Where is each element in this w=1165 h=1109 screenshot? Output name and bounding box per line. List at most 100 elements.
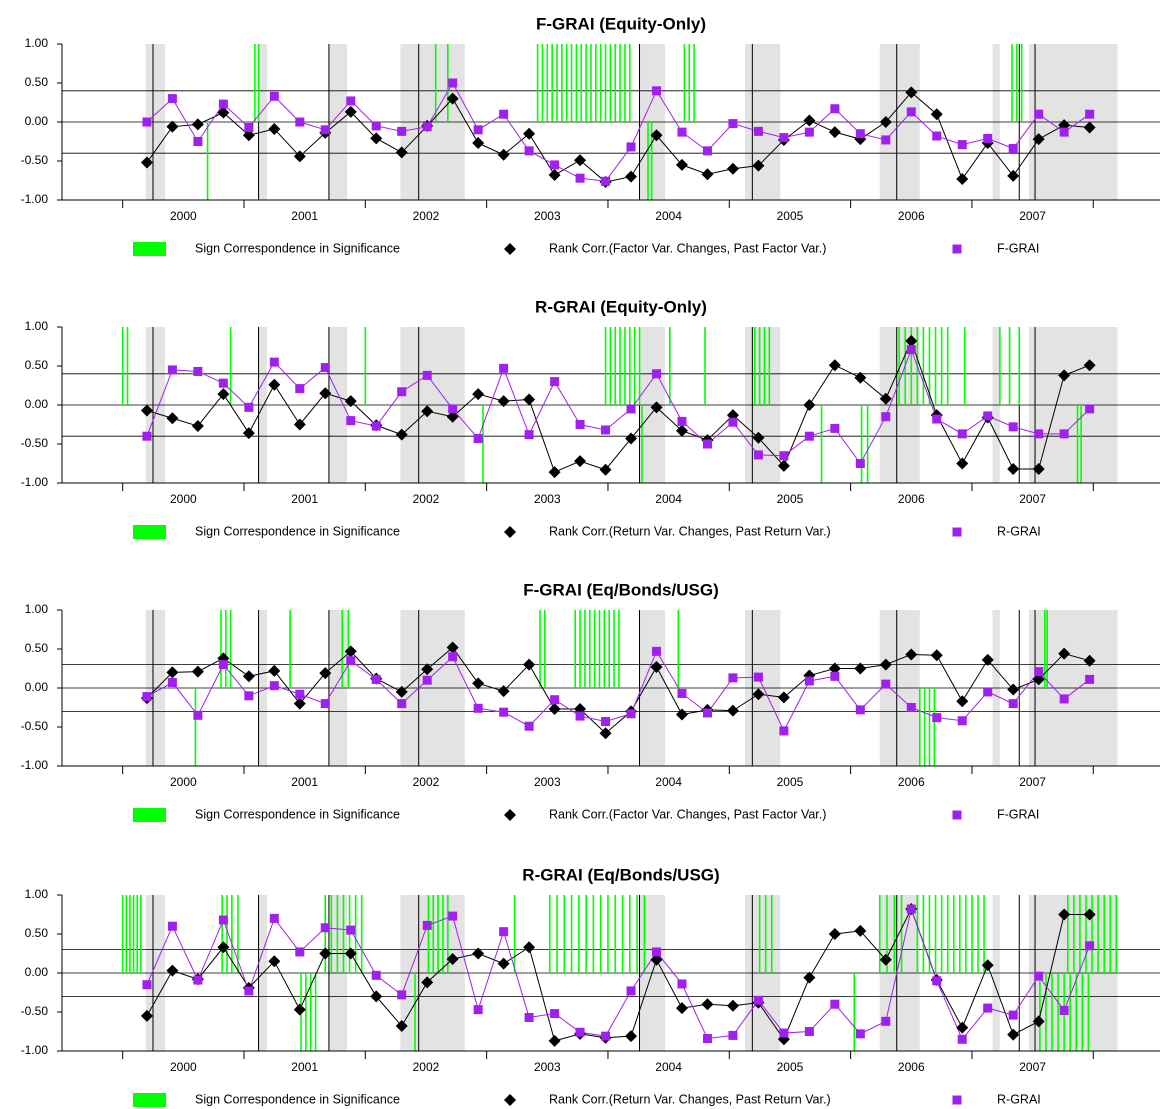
- diamond-marker: [166, 666, 179, 679]
- square-marker: [295, 689, 305, 699]
- square-marker: [397, 387, 407, 397]
- square-marker: [218, 660, 228, 670]
- square-marker: [193, 137, 203, 146]
- legend-label: Rank Corr.(Factor Var. Changes, Past Fac…: [549, 807, 826, 821]
- square-marker: [957, 140, 967, 150]
- square-marker: [448, 652, 458, 662]
- square-marker: [422, 920, 432, 930]
- diamond-marker: [1083, 121, 1096, 134]
- diamond-marker: [1083, 359, 1096, 372]
- square-marker: [218, 915, 228, 925]
- square-marker: [524, 1012, 534, 1022]
- diamond-marker: [752, 431, 765, 444]
- square-marker: [1034, 429, 1044, 439]
- square-marker: [830, 671, 840, 681]
- square-marker: [167, 678, 177, 688]
- square-marker: [320, 363, 330, 373]
- square-marker: [702, 146, 712, 156]
- diamond-marker: [828, 359, 841, 372]
- legend-key: [504, 1094, 516, 1106]
- diamond-marker: [803, 971, 816, 984]
- square-marker: [677, 127, 687, 137]
- diamond-marker: [650, 401, 663, 414]
- square-marker: [193, 366, 203, 376]
- square-marker: [804, 676, 814, 686]
- diamond-marker: [395, 146, 408, 159]
- legend-key: [133, 1093, 166, 1107]
- square-marker: [983, 133, 993, 143]
- square-marker: [779, 133, 789, 143]
- square-marker: [830, 999, 840, 1009]
- diamond-marker: [599, 463, 612, 476]
- y-tick-label: 1.00: [25, 319, 49, 333]
- y-tick-label: 1.00: [25, 602, 49, 616]
- x-tick-label: 2005: [777, 1060, 804, 1074]
- diamond-marker: [650, 953, 663, 966]
- legend-key: [504, 243, 516, 255]
- square-marker: [524, 430, 534, 440]
- legend-label: R-GRAI: [997, 524, 1041, 538]
- x-tick-label: 2002: [413, 1060, 440, 1074]
- diamond-marker: [140, 404, 153, 417]
- y-tick-label: 1.00: [25, 887, 49, 901]
- x-tick-label: 2000: [170, 1060, 197, 1074]
- diamond-marker: [395, 685, 408, 698]
- diamond-marker: [370, 132, 383, 145]
- square-marker: [881, 679, 891, 689]
- square-marker: [702, 708, 712, 718]
- diamond-marker: [344, 395, 357, 408]
- diamond-marker: [930, 108, 943, 121]
- diamond-marker: [548, 1034, 561, 1047]
- square-marker: [524, 721, 534, 731]
- x-tick-label: 2004: [655, 775, 682, 789]
- y-tick-label: 1.00: [25, 36, 49, 50]
- square-marker: [448, 911, 458, 921]
- square-marker: [142, 980, 152, 990]
- diamond-marker: [701, 168, 714, 181]
- square-marker: [1008, 699, 1018, 709]
- x-tick-label: 2003: [534, 1060, 561, 1074]
- square-marker: [295, 384, 305, 394]
- square-marker: [932, 713, 942, 723]
- diamond-marker: [217, 388, 230, 401]
- x-tick-label: 2004: [655, 209, 682, 223]
- diamond-marker: [523, 393, 536, 406]
- diamond-marker: [930, 649, 943, 662]
- diamond-marker: [1032, 673, 1045, 686]
- square-marker: [1034, 971, 1044, 981]
- diamond-marker: [548, 703, 561, 716]
- y-tick-label: 0.00: [25, 680, 49, 694]
- square-marker: [269, 681, 279, 691]
- square-marker: [550, 1009, 560, 1019]
- diamond-marker: [293, 697, 306, 710]
- diamond-marker: [548, 466, 561, 479]
- diamond-marker: [140, 1009, 153, 1022]
- square-marker: [601, 176, 611, 186]
- diamond-marker: [828, 662, 841, 675]
- x-tick-label: 2005: [777, 775, 804, 789]
- series-line: [146, 81, 1090, 182]
- x-tick-label: 2003: [534, 209, 561, 223]
- diamond-marker: [293, 418, 306, 431]
- diamond-marker: [523, 658, 536, 671]
- y-tick-label: 0.50: [25, 641, 49, 655]
- y-tick-label: -0.50: [21, 153, 49, 167]
- diamond-marker: [803, 399, 816, 411]
- square-marker: [906, 107, 916, 117]
- legend-label: Rank Corr.(Return Var. Changes, Past Ret…: [549, 524, 831, 538]
- diamond-marker: [395, 428, 408, 441]
- diamond-marker: [472, 947, 485, 960]
- legend-label: F-GRAI: [997, 807, 1039, 821]
- diamond-marker: [472, 388, 485, 401]
- square-marker: [142, 692, 152, 702]
- diamond-marker: [191, 118, 204, 131]
- square-marker: [1085, 109, 1095, 119]
- square-marker: [651, 646, 661, 656]
- square-marker: [371, 674, 381, 684]
- square-marker: [881, 1016, 891, 1026]
- diamond-marker: [446, 952, 459, 965]
- legend-key: [952, 1095, 962, 1105]
- diamond-marker: [828, 928, 841, 940]
- diamond-marker: [905, 86, 918, 99]
- square-marker: [753, 672, 763, 682]
